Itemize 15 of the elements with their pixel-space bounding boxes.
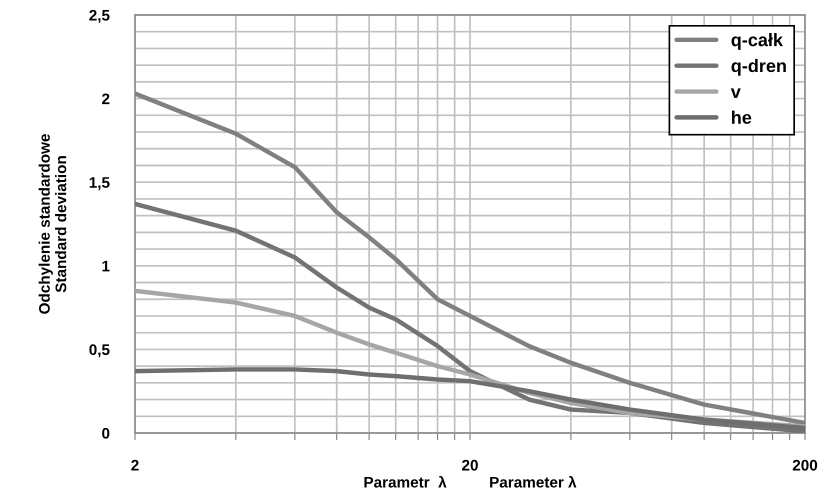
y-tick-label: 2 [102,93,110,104]
x-axis-title: Parametr λ Parameter λ [364,476,576,488]
y-axis-title: Odchylenie standardowe Standard deviation [38,134,66,314]
y-tick-label: 0,5 [89,344,110,358]
legend-label: v [730,88,741,98]
y-tick-label: 1,5 [90,177,110,190]
y-tick-label: 0 [102,428,110,439]
legend-label: he [732,110,752,124]
y-tick-label: 2,5 [89,10,110,23]
x-tick-label: 200 [792,460,818,471]
legend-label: q-całk [732,33,783,50]
x-tick-label: 20 [462,460,478,471]
x-tick-label: 2 [131,460,139,470]
legend-label: q-dren [732,58,786,76]
y-tick-label: 1 [102,260,110,272]
